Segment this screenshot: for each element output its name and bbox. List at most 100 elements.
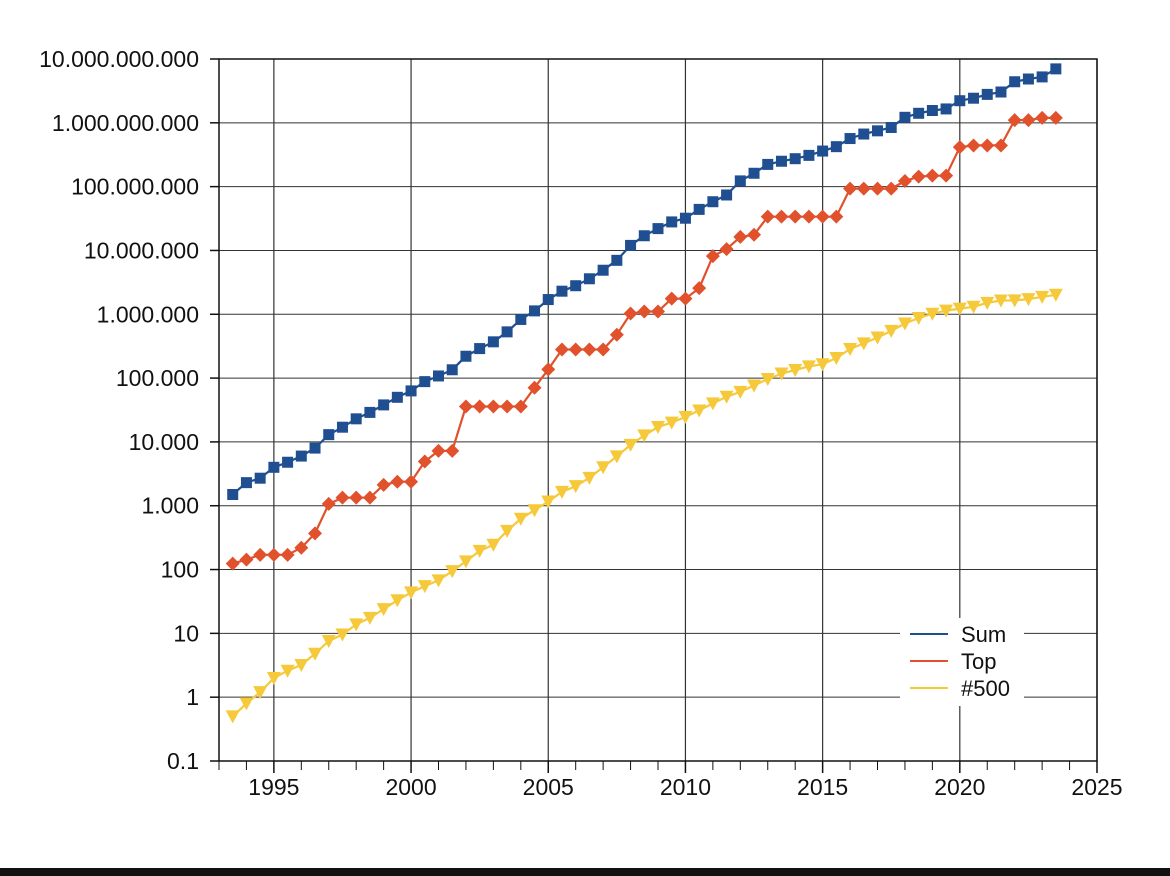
y-tick-label: 1.000.000 [97,301,199,327]
data-point-top [966,138,981,153]
data-point-top [431,443,446,458]
data-point-num500 [1048,288,1063,302]
data-point-num500 [911,312,926,326]
data-point-top [747,227,762,242]
data-point-num500 [554,485,569,499]
data-point-top [253,547,268,562]
data-point-num500 [925,307,940,321]
data-point-sum [446,364,458,376]
data-point-sum [611,254,623,266]
data-point-sum [789,153,801,165]
data-point-num500 [678,410,693,424]
data-point-sum [597,264,609,276]
series-sum [227,63,1062,500]
data-point-top [417,454,432,469]
data-point-top [294,540,309,555]
data-point-sum [899,111,911,123]
data-point-top [843,181,858,196]
data-point-top [376,477,391,492]
data-point-sum [721,189,733,201]
data-point-sum [282,456,294,468]
x-tick-label: 2015 [797,774,848,800]
data-point-num500 [582,471,597,485]
data-point-sum [227,488,239,500]
data-point-top [801,209,816,224]
data-point-sum [391,391,403,403]
data-point-num500 [664,416,679,430]
data-point-top [362,490,377,505]
data-point-top [678,291,693,306]
axes: 0.1 1 10 100 1.000 10.000 100.000 1.000.000 10.0… [39,46,1122,800]
data-point-num500 [362,611,377,625]
data-point-top [1007,113,1022,128]
data-point-top [856,181,871,196]
data-point-num500 [966,300,981,314]
data-point-top [870,181,885,196]
y-tick-label: 1 [186,684,199,710]
data-point-sum [858,128,870,140]
y-tick-label: 100.000.000 [71,174,199,200]
data-point-num500 [993,294,1008,308]
y-tick-label: 100 [161,557,199,583]
data-point-sum [995,86,1007,98]
data-point-top [884,181,899,196]
x-tick-label: 1995 [248,774,299,800]
data-point-top [637,304,652,319]
data-point-num500 [1021,293,1036,307]
x-tick-label: 2010 [660,774,711,800]
data-point-num500 [623,438,638,452]
data-point-num500 [651,421,665,435]
data-point-sum [419,376,431,388]
y-tick-label: 10.000 [129,429,199,455]
data-point-top [897,174,912,189]
data-point-num500 [596,461,611,475]
data-point-sum [707,196,719,208]
data-point-sum [1022,73,1034,85]
data-point-sum [885,121,897,133]
x-tick-label: 2005 [523,774,574,800]
data-point-num500 [1035,290,1050,304]
data-point-sum [1036,71,1048,83]
data-point-top [596,342,611,357]
data-point-num500 [952,302,967,316]
data-point-top [404,474,419,489]
data-point-num500 [239,697,254,711]
data-point-top [541,362,556,377]
data-point-sum [844,133,856,145]
data-point-num500 [321,634,336,648]
data-point-top [1035,110,1050,125]
data-point-num500 [897,317,912,331]
data-point-num500 [692,404,707,418]
data-point-num500 [733,385,748,399]
data-point-top [993,138,1008,153]
data-point-sum [309,442,321,454]
data-point-top [308,526,323,541]
legend-label-sum: Sum [961,622,1006,647]
data-point-sum [940,103,952,115]
data-point-num500 [486,538,501,552]
series-top [225,110,1063,571]
x-tick-label: 2000 [385,774,436,800]
data-point-sum [487,336,499,348]
data-point-sum [323,429,335,441]
data-point-top [719,242,734,257]
data-point-sum [433,370,444,382]
data-point-num500 [705,397,720,411]
data-point-num500 [294,658,309,672]
data-point-sum [542,294,554,306]
data-point-top [349,490,364,505]
data-point-top [280,547,295,562]
data-point-sum [350,413,362,425]
data-point-top [651,304,665,319]
data-point-num500 [266,671,281,685]
data-point-sum [460,350,472,362]
data-point-sum [625,239,637,251]
data-point-top [390,474,405,489]
data-point-top [939,168,954,183]
data-point-sum [830,141,842,153]
data-point-num500 [500,524,515,538]
data-point-num500 [404,586,419,600]
data-point-top [458,399,473,414]
data-point-sum [1009,76,1021,88]
data-point-num500 [609,450,624,464]
